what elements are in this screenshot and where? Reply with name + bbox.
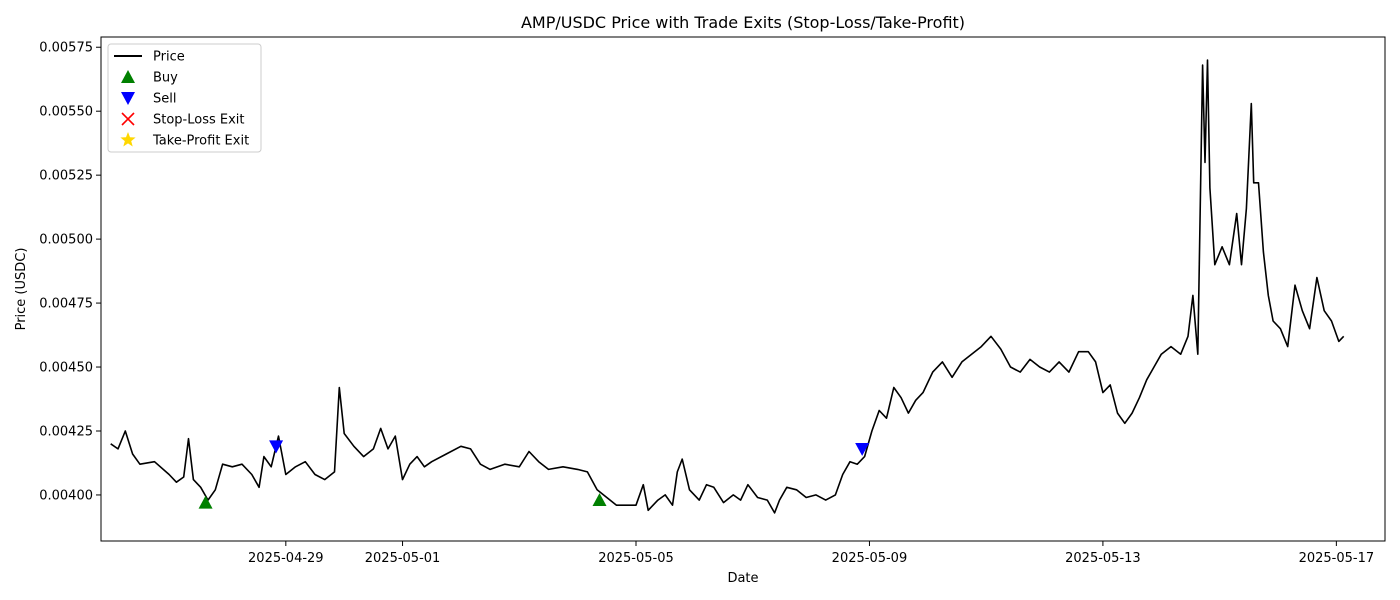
y-tick-label: 0.00500: [39, 233, 93, 248]
legend-item: Buy: [121, 70, 178, 86]
legend-star-swatch: [120, 132, 136, 147]
y-tick-label: 0.00475: [39, 297, 93, 312]
buy-marker: [592, 493, 607, 507]
y-tick-label: 0.00400: [39, 488, 93, 503]
legend-label: Stop-Loss Exit: [153, 113, 245, 128]
y-tick-label: 0.00525: [39, 169, 93, 184]
legend-label: Take-Profit Exit: [152, 134, 249, 149]
trade-markers: [198, 440, 870, 509]
legend-triangle-up-swatch: [121, 70, 135, 83]
y-tick-label: 0.00550: [39, 105, 93, 120]
buy-marker: [198, 495, 213, 509]
plot-frame: [100, 36, 1386, 542]
legend-triangle-down-swatch: [121, 92, 135, 105]
legend-label: Sell: [153, 92, 176, 107]
x-axis-label: Date: [727, 571, 758, 586]
legend-item: Stop-Loss Exit: [121, 112, 245, 128]
x-tick-label: 2025-05-01: [365, 551, 441, 566]
legend-x-swatch: [121, 112, 135, 126]
legend-item: Sell: [121, 92, 176, 107]
sell-marker: [855, 442, 870, 456]
x-tick-label: 2025-05-13: [1065, 551, 1141, 566]
legend: Price Buy Sell Stop-Loss Exit Take-Profit Ex…: [107, 43, 262, 153]
y-tick-label: 0.00450: [39, 361, 93, 376]
legend-box: [107, 43, 262, 153]
x-tick-label: 2025-05-17: [1299, 551, 1375, 566]
legend-label: Price: [153, 50, 185, 65]
x-tick-label: 2025-05-05: [598, 551, 674, 566]
y-axis-ticks: 0.00400 0.00425 0.00450 0.00475 0.00500 0.005…: [39, 41, 101, 503]
price-series-line: [110, 59, 1345, 514]
chart-title: AMP/USDC Price with Trade Exits (Stop-Lo…: [521, 13, 965, 32]
legend-item: Take-Profit Exit: [120, 132, 249, 149]
x-tick-label: 2025-04-29: [248, 551, 324, 566]
sell-marker: [269, 440, 284, 454]
y-tick-label: 0.00575: [39, 41, 93, 56]
x-axis-ticks: 2025-04-29 2025-05-01 2025-05-05 2025-05-09…: [248, 541, 1374, 566]
legend-label: Buy: [153, 71, 178, 86]
y-tick-label: 0.00425: [39, 424, 93, 439]
x-tick-label: 2025-05-09: [832, 551, 908, 566]
y-axis-label: Price (USDC): [14, 248, 29, 331]
plot-area: [100, 36, 1386, 542]
legend-item: Price: [114, 50, 185, 65]
